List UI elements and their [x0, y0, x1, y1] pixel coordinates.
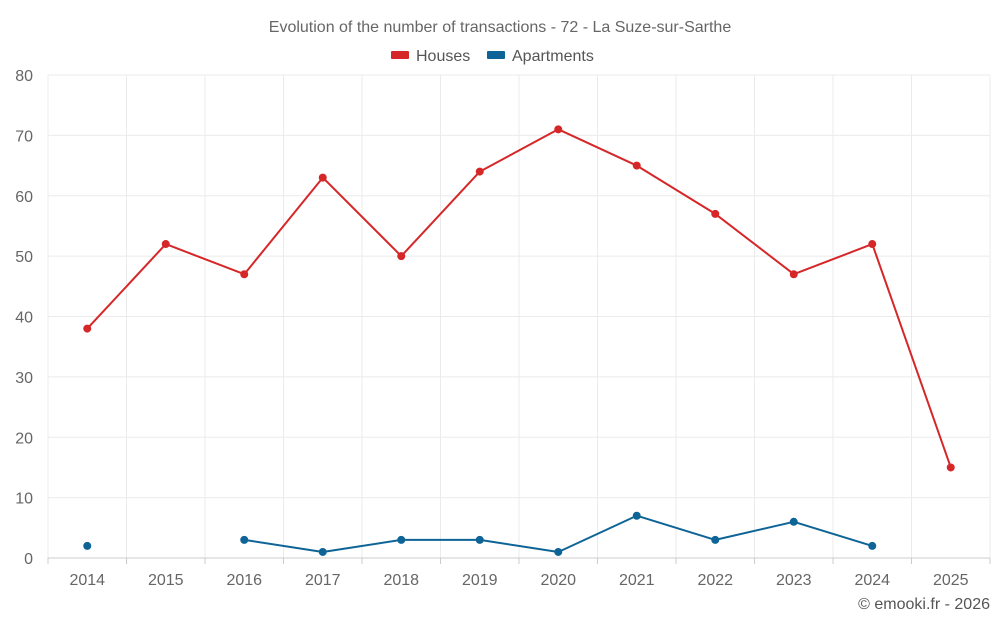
- x-tick-label: 2024: [854, 572, 890, 589]
- point-apartments-2017[interactable]: [318, 547, 327, 556]
- series-houses: [83, 125, 955, 472]
- point-houses-2017[interactable]: [318, 173, 327, 182]
- x-axis: 2014 2015 2016 2017 2018 2019 2020 2021 2022 2023…: [47, 557, 991, 589]
- point-houses-2025[interactable]: [946, 463, 955, 472]
- point-apartments-2016[interactable]: [240, 535, 249, 544]
- line-apartments: [244, 514, 873, 553]
- point-houses-2018[interactable]: [397, 252, 406, 261]
- x-tick-label: 2017: [305, 572, 341, 589]
- x-tick-label: 2019: [462, 572, 498, 589]
- point-houses-2019[interactable]: [475, 167, 484, 176]
- point-apartments-2014[interactable]: [83, 541, 92, 550]
- point-houses-2021[interactable]: [632, 161, 641, 170]
- y-tick-label: 40: [15, 310, 33, 327]
- x-tick-label: 2018: [383, 572, 419, 589]
- gridlines: [47, 74, 991, 558]
- x-tick-label: 2020: [540, 572, 576, 589]
- y-tick-label: 20: [15, 430, 33, 447]
- point-apartments-2023[interactable]: [789, 517, 798, 526]
- point-houses-2023[interactable]: [789, 270, 798, 279]
- y-tick-label: 30: [15, 370, 33, 387]
- y-tick-label: 50: [15, 249, 33, 266]
- x-tick-label: 2014: [69, 572, 105, 589]
- y-tick-label: 70: [15, 128, 33, 145]
- series-apartments: [83, 511, 877, 556]
- legend-item-houses[interactable]: Houses: [391, 48, 470, 65]
- legend-swatch-apartments: [487, 51, 505, 59]
- point-apartments-2024[interactable]: [868, 541, 877, 550]
- point-houses-2014[interactable]: [83, 324, 92, 333]
- x-tick-label: 2022: [697, 572, 733, 589]
- legend: Houses Apartments: [391, 48, 594, 65]
- y-tick-label: 80: [15, 68, 33, 85]
- y-axis: 0 10 20 30 40 50 60 70 80: [15, 68, 33, 568]
- point-houses-2015[interactable]: [161, 240, 170, 249]
- series: [83, 125, 955, 556]
- x-tick-label: 2016: [226, 572, 262, 589]
- line-houses: [86, 128, 952, 468]
- point-apartments-2020[interactable]: [554, 547, 563, 556]
- point-apartments-2022[interactable]: [711, 535, 720, 544]
- legend-label-houses: Houses: [416, 48, 470, 65]
- point-apartments-2021[interactable]: [632, 511, 641, 520]
- y-tick-label: 60: [15, 189, 33, 206]
- x-tick-label: 2023: [776, 572, 812, 589]
- chart-title: Evolution of the number of transactions …: [269, 19, 732, 36]
- legend-swatch-houses: [391, 51, 409, 59]
- point-houses-2016[interactable]: [240, 270, 249, 279]
- point-houses-2022[interactable]: [711, 209, 720, 218]
- y-tick-label: 10: [15, 491, 33, 508]
- point-apartments-2018[interactable]: [397, 535, 406, 544]
- point-houses-2020[interactable]: [554, 125, 563, 134]
- x-tick-label: 2025: [933, 572, 969, 589]
- credit-text: © emooki.fr - 2026: [858, 596, 990, 613]
- x-tick-label: 2021: [619, 572, 655, 589]
- point-apartments-2019[interactable]: [475, 535, 484, 544]
- y-tick-label: 0: [24, 551, 33, 568]
- x-tick-label: 2015: [148, 572, 184, 589]
- point-houses-2024[interactable]: [868, 240, 877, 249]
- legend-item-apartments[interactable]: Apartments: [487, 48, 594, 65]
- legend-label-apartments: Apartments: [512, 48, 594, 65]
